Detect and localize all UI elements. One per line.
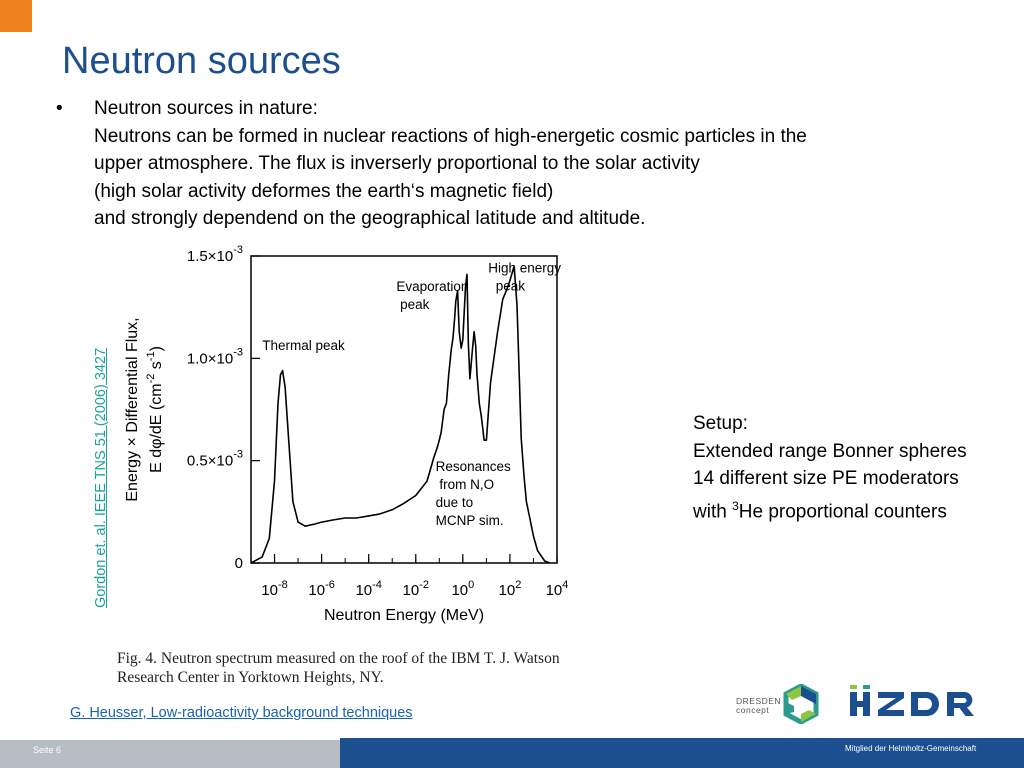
dresden-logo-text: DRESDEN concept <box>736 697 781 715</box>
y-tick-label: 0.5×10-3 <box>187 449 243 470</box>
x-tick-label: 102 <box>499 579 522 599</box>
chart-annotation: due to <box>436 495 474 510</box>
x-tick-label: 10-2 <box>403 579 429 599</box>
hzdr-logo-mark <box>850 685 974 716</box>
x-tick-label: 10-8 <box>261 579 287 599</box>
y-axis-label-line2: E dφ/dE (cm-2 s-1) <box>145 346 165 473</box>
y-axis-label-line1: Energy × Differential Flux, <box>124 317 141 501</box>
bullet-line: Neutron sources in nature: <box>94 98 318 119</box>
chart-annotation: peak <box>396 297 429 312</box>
figure-caption: Fig. 4. Neutron spectrum measured on the… <box>117 649 560 687</box>
x-tick-label: 10-4 <box>355 579 381 599</box>
corner-accent <box>0 0 32 32</box>
dresden-logo-line1: DRESDEN <box>736 696 782 706</box>
caption-line: Research Center in Yorktown Heights, NY. <box>117 669 384 686</box>
chart-annotation: from N,O <box>436 477 495 492</box>
bullet-text: Neutron sources in nature: Neutrons can … <box>94 95 974 233</box>
chart-annotation: MCNP sim. <box>436 513 504 528</box>
x-axis-label: Neutron Energy (MeV) <box>324 607 484 624</box>
setup-counters: He proportional counters <box>738 500 947 522</box>
y-tick-label: 1.0×10-3 <box>187 346 243 367</box>
bullet-line: and strongly dependend on the geographic… <box>94 208 646 229</box>
x-tick-label: 104 <box>546 579 569 599</box>
bullet-dot: • <box>56 98 63 119</box>
slide-title: Neutron sources <box>62 40 341 82</box>
dresden-logo-icon <box>783 684 819 724</box>
setup-line: 14 different size PE moderators <box>693 468 959 489</box>
chart-annotation: Thermal peak <box>262 338 345 353</box>
neutron-spectrum-chart: 10-8 10-6 10-4 10-2 100 102 104 0 0.5×10-3 1.0×10… <box>124 244 569 624</box>
bullet-line: upper atmosphere. The flux is inverserly… <box>94 153 700 174</box>
chart-annotation: peak <box>488 278 525 293</box>
footer-left-bar <box>0 740 340 768</box>
chart-annotation: Resonances <box>436 459 511 474</box>
y-tick-label: 0 <box>235 555 243 572</box>
x-tick-label: 100 <box>451 579 474 599</box>
page-number: Seite 6 <box>33 745 62 755</box>
footer-divider <box>340 738 1024 740</box>
helmholtz-membership: Mitglied der Helmholtz-Gemeinschaft <box>845 744 977 753</box>
chart-annotation: High energy <box>488 260 561 275</box>
plot-frame <box>250 255 558 564</box>
dresden-concept-logo: DRESDEN concept <box>736 684 820 724</box>
x-tick-label: 10-6 <box>308 579 334 599</box>
bullet-line: (high solar activity deformes the earth‘… <box>94 180 554 202</box>
chart-annotation: Evaporation <box>396 279 468 294</box>
setup-heading: Setup: <box>693 413 748 434</box>
setup-description: Setup: Extended range Bonner spheres 14 … <box>693 410 967 525</box>
vertical-reference-link[interactable]: Gordon et. al. IEEE TNS 51 (2006) 3427 <box>93 347 109 608</box>
spectrum-line <box>250 265 551 564</box>
footer-right-bar <box>340 740 1024 768</box>
bullet-line: Neutrons can be formed in nuclear reacti… <box>94 125 807 147</box>
setup-line: Extended range Bonner spheres <box>693 440 967 462</box>
setup-line: with 3He proportional counters <box>693 493 967 526</box>
dresden-logo-line2: concept <box>736 705 770 715</box>
caption-line: Fig. 4. Neutron spectrum measured on the… <box>117 650 560 667</box>
setup-isotope-superscript: 3 <box>732 498 739 513</box>
footer-reference-link[interactable]: G. Heusser, Low-radioactivity background… <box>70 705 413 721</box>
hzdr-logo <box>848 683 988 723</box>
y-tick-label: 1.5×10-3 <box>187 244 243 265</box>
setup-with: with <box>693 500 733 522</box>
